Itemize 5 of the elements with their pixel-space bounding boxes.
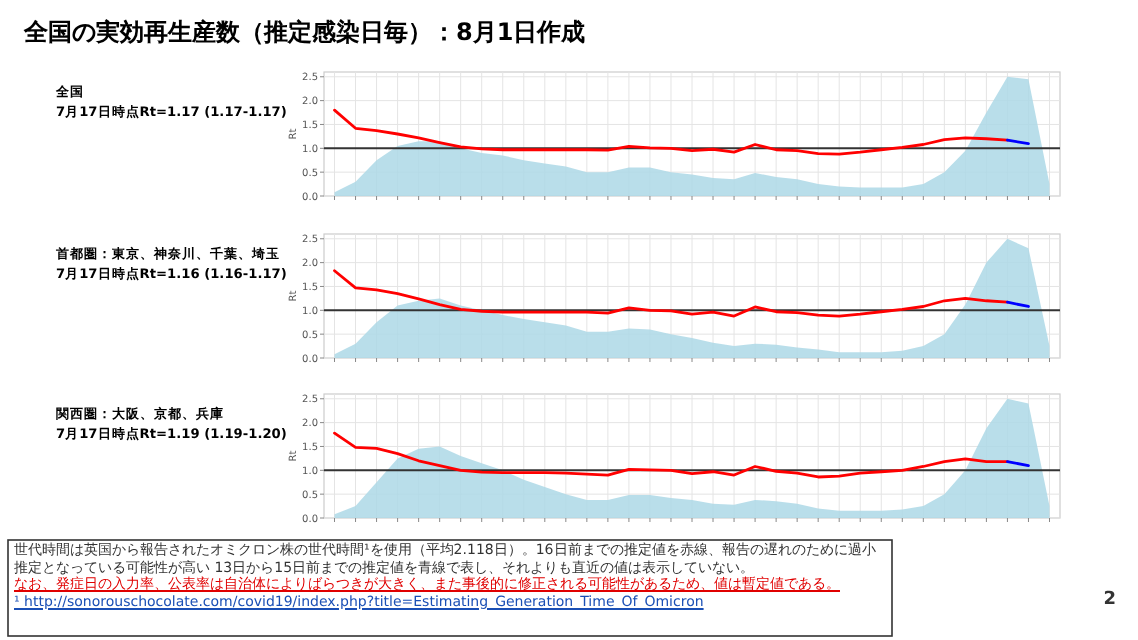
text: 2 — [1103, 590, 1116, 610]
line-series — [333, 108, 1009, 156]
line-series — [333, 431, 1009, 479]
chart-title: 全国の実効再生産数（推定感染日毎）：8月1日作成 — [22, 18, 586, 46]
line-series — [333, 269, 1009, 318]
